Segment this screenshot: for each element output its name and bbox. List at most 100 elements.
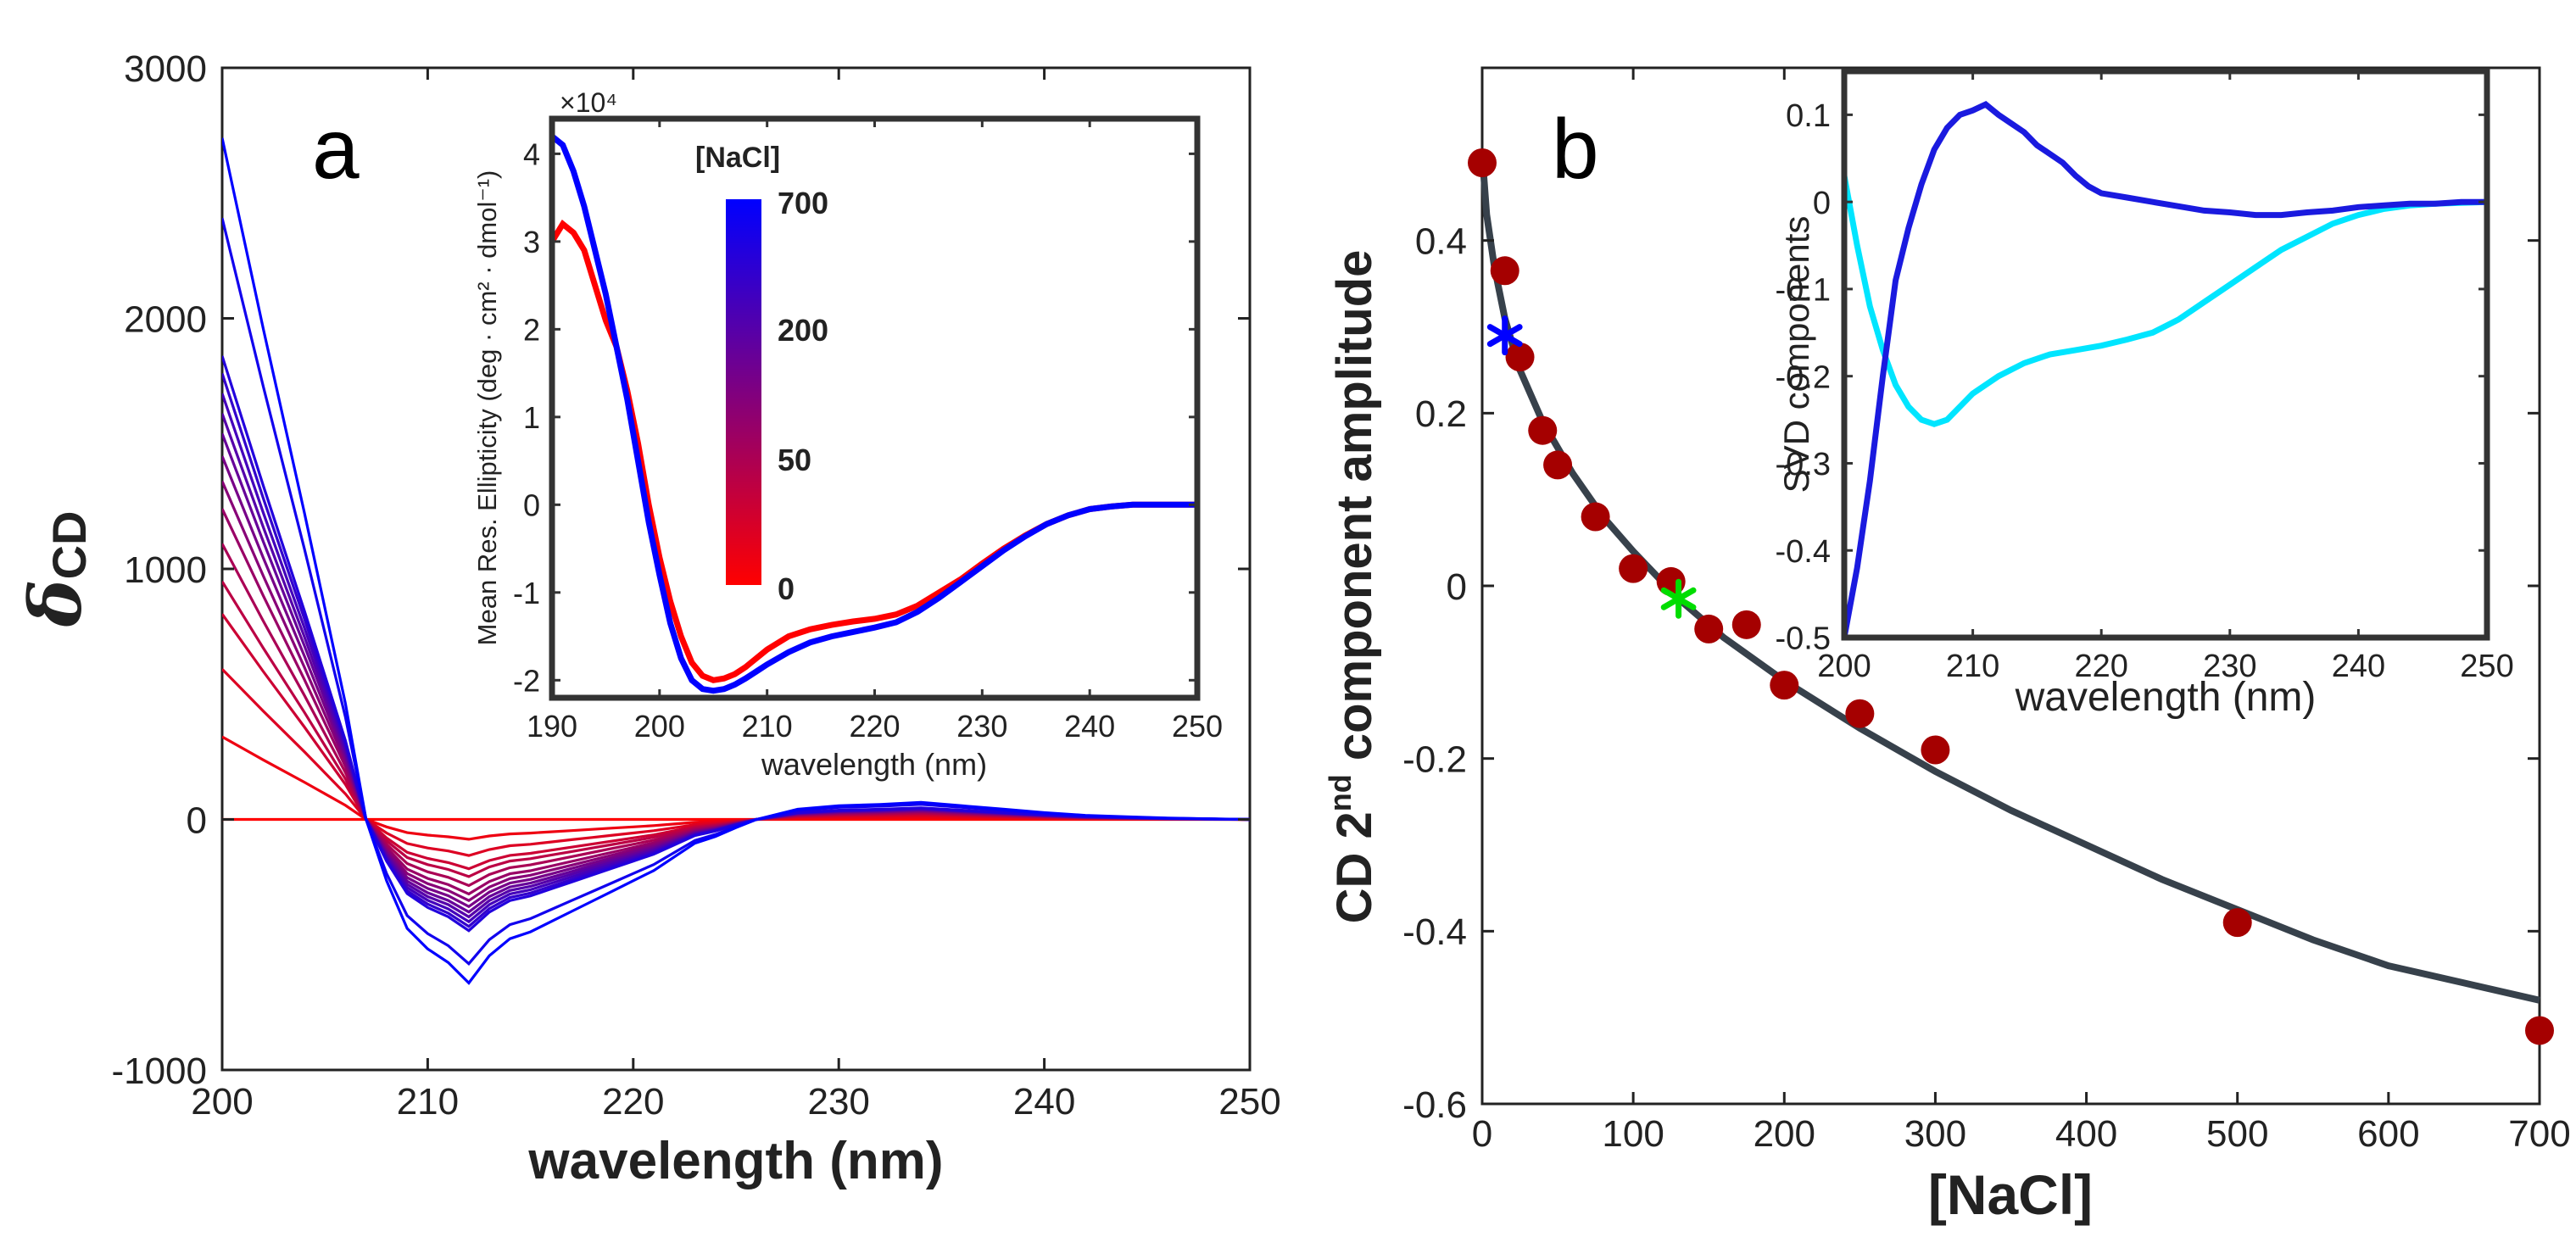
y-tick-label: -0.1 [1776, 273, 1831, 309]
x-tick-label: 400 [2055, 1113, 2117, 1155]
data-point [2222, 908, 2252, 938]
x-tick-label: 210 [1946, 649, 1999, 684]
panel-b-inset-ylabel: SVD components [1776, 216, 1816, 493]
x-tick-label: 300 [1904, 1113, 1966, 1155]
colorbar-label-700: 700 [778, 186, 828, 220]
panel-b-ticks: 0 100 200 300 400 500 600 700 -0.6 -0.4 -0.2 0 0.2 0.… [1402, 68, 2571, 1155]
x-tick-label: 240 [1013, 1081, 1075, 1123]
panel-b-ylabel-pre: CD 2 [1327, 811, 1382, 923]
y-tick-label: -0.2 [1402, 739, 1467, 781]
panel-a-label: a [312, 102, 360, 197]
panel-a-inset-ticks: 190 200 210 220 230 240 250 -2 -1 0 1 2 3 4 [513, 119, 1223, 744]
panel-a-ylabel-symbol: δ [14, 579, 98, 627]
x-tick-label: 230 [807, 1081, 869, 1123]
panel-a-inset: 190 200 210 220 230 240 250 -2 -1 0 1 2 3 4 ×10⁴ wave… [472, 87, 1223, 782]
svg-text:CD 2nd component amplitude: CD 2nd component amplitude [1323, 250, 1382, 924]
y-tick-label: 0 [1813, 186, 1831, 221]
panel-a-inset-ylabel: Mean Res. Ellipticity (deg · cm² · dmol⁻… [472, 170, 502, 646]
x-tick-label: 240 [2332, 649, 2385, 684]
x-tick-label: 500 [2206, 1113, 2268, 1155]
y-tick-label: 4 [523, 136, 540, 171]
svd-component-curve [1844, 100, 2487, 638]
y-tick-label: 0 [1447, 566, 1467, 608]
x-tick-label: 230 [2203, 649, 2256, 684]
panel-b-points [1468, 148, 2554, 1045]
panel-b-label: b [1552, 102, 1599, 197]
panel-b-inset: 200 210 220 230 240 250 -0.5 -0.4 -0.3 -0.2 -0.1 0 0… [1776, 68, 2514, 720]
x-tick-label: 210 [397, 1081, 459, 1123]
y-tick-label: -0.3 [1776, 447, 1831, 482]
y-tick-label: 1000 [124, 549, 207, 591]
star-marker [1660, 578, 1697, 619]
y-tick-label: 0.4 [1415, 221, 1467, 263]
x-tick-label: 220 [602, 1081, 664, 1123]
panel-a-inset-curves [552, 133, 1197, 694]
y-tick-label: 2000 [124, 298, 207, 340]
data-point [1921, 735, 1950, 765]
ellipticity-curve [552, 133, 1197, 694]
panel-b-inset-frame [1841, 68, 2490, 641]
x-tick-label: 250 [1218, 1081, 1280, 1123]
panel-a-xlabel: wavelength (nm) [527, 1132, 943, 1190]
panel-b-inset-xlabel: wavelength (nm) [2015, 675, 2317, 720]
data-point [1543, 450, 1573, 480]
x-tick-label: 220 [849, 709, 900, 744]
x-tick-label: 100 [1602, 1113, 1664, 1155]
x-tick-label: 200 [634, 709, 685, 744]
data-point [2525, 1016, 2554, 1045]
data-point [1490, 256, 1519, 286]
y-tick-label: 0.2 [1415, 393, 1467, 435]
x-tick-label: 210 [742, 709, 793, 744]
y-tick-label: 0 [187, 800, 207, 841]
panel-b-ylabel: CD 2nd component amplitude [1323, 250, 1382, 924]
data-point [1528, 415, 1558, 445]
cd-difference-curve [222, 137, 1250, 985]
colorbar-label-50: 50 [778, 443, 811, 477]
data-point [1845, 699, 1875, 728]
panel-a-curves [222, 137, 1250, 985]
panel-b: 0 100 200 300 400 500 600 700 -0.6 -0.4 -0.2 0 0.2 0.… [1323, 66, 2571, 1226]
panel-b-inset-ticks: 200 210 220 230 240 250 -0.5 -0.4 -0.3 -0.2 -0.1 0 0… [1776, 71, 2514, 684]
svd-component-curve [1844, 175, 2487, 427]
y-tick-label: -0.4 [1402, 911, 1467, 953]
data-point [1694, 614, 1724, 644]
data-point [1581, 502, 1610, 532]
y-tick-label: -1000 [111, 1050, 207, 1092]
x-tick-label: 230 [956, 709, 1007, 744]
x-tick-label: 0 [1472, 1113, 1492, 1155]
y-tick-label: 0 [523, 488, 540, 522]
colorbar-label-0: 0 [778, 571, 795, 606]
y-tick-label: 3000 [124, 48, 207, 90]
panel-b-inset-curves [1844, 100, 2487, 638]
panel-b-markers [1486, 315, 1697, 619]
x-tick-label: 200 [191, 1081, 253, 1123]
svg-text:δCD: δCD [14, 511, 98, 628]
y-tick-label: -1 [513, 576, 540, 610]
data-point [1770, 671, 1799, 700]
y-tick-label: -0.6 [1402, 1084, 1467, 1126]
panel-a-ylabel-sub: CD [42, 511, 96, 580]
x-tick-label: 190 [527, 709, 577, 744]
y-tick-label: 2 [523, 312, 540, 347]
panel-b-xlabel: [NaCl] [1928, 1163, 2093, 1226]
x-tick-label: 240 [1064, 709, 1115, 744]
colorbar-label-200: 200 [778, 313, 828, 348]
y-tick-label: 0.1 [1786, 98, 1831, 134]
y-tick-label: 1 [523, 400, 540, 435]
x-tick-label: 200 [1754, 1113, 1815, 1155]
panel-b-ylabel-sup: nd [1323, 774, 1358, 811]
cd-difference-curve [222, 355, 1250, 933]
star-marker [1486, 315, 1523, 356]
panel-b-ylabel-post: component amplitude [1327, 250, 1382, 775]
x-tick-label: 200 [1817, 649, 1871, 684]
data-point [1505, 343, 1535, 372]
panel-a-inset-xlabel: wavelength (nm) [761, 747, 987, 782]
y-tick-label: -0.4 [1776, 534, 1831, 570]
data-point [1731, 610, 1761, 639]
fit-curve [1479, 153, 2540, 1004]
x-tick-label: 250 [1172, 709, 1223, 744]
data-point [1619, 554, 1648, 583]
colorbar-title: [NaCl] [695, 142, 780, 174]
